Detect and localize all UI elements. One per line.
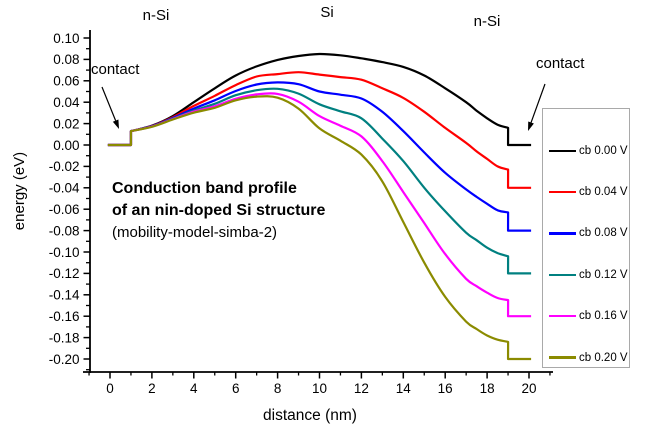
curve-cb-0.08-V xyxy=(107,81,532,232)
legend-entry: cb 0.12 V xyxy=(543,254,629,295)
legend-entry: cb 0.08 V xyxy=(543,213,629,254)
contact-arrow-right xyxy=(528,83,546,131)
annotation-title-line1: Conduction band profile xyxy=(112,180,297,197)
y-axis-title: energy (eV) xyxy=(11,151,28,231)
arrow-shaft xyxy=(530,83,546,123)
arrow-head xyxy=(112,119,119,129)
x-axis-title: distance (nm) xyxy=(263,407,357,424)
x-tick-label: 4 xyxy=(190,381,198,396)
curve-cb-0.04-V xyxy=(107,71,532,189)
legend-line-swatch xyxy=(549,356,576,359)
annotation-subtitle: (mobility-model-simba-2) xyxy=(112,224,278,241)
legend-label: cb 0.04 V xyxy=(579,186,628,199)
legend-label: cb 0.00 V xyxy=(579,144,628,157)
x-tick-label: 12 xyxy=(354,381,369,396)
y-tick-label: -0.02 xyxy=(49,159,80,174)
y-tick-label: -0.12 xyxy=(49,266,80,281)
region-label-n-si-left: n-Si xyxy=(142,7,170,24)
y-tick-label: -0.18 xyxy=(49,330,80,345)
x-tick-label: 14 xyxy=(396,381,412,396)
legend-line-swatch xyxy=(549,190,576,194)
legend-label: cb 0.12 V xyxy=(579,268,628,281)
contact-label-right: contact xyxy=(536,55,585,72)
x-tick-label: 20 xyxy=(521,381,536,396)
legend-entry: cb 0.16 V xyxy=(543,296,629,337)
legend-entry: cb 0.04 V xyxy=(543,171,629,212)
y-tick-label: -0.10 xyxy=(49,245,80,260)
region-label-n-si-right: n-Si xyxy=(473,13,501,30)
y-tick-label: 0.06 xyxy=(53,74,79,89)
y-tick-label: -0.14 xyxy=(49,288,80,303)
legend-label: cb 0.20 V xyxy=(579,351,628,364)
y-tick-label: 0.02 xyxy=(53,116,79,131)
contact-label-left: contact xyxy=(91,61,140,78)
x-tick-label: 18 xyxy=(480,381,495,396)
arrow-head xyxy=(528,121,534,131)
legend-entry: cb 0.20 V xyxy=(543,337,629,378)
y-tick-label: 0.10 xyxy=(53,31,79,46)
x-tick-label: 6 xyxy=(232,381,240,396)
arrow-shaft xyxy=(101,86,117,121)
y-tick-label: 0.00 xyxy=(53,138,79,153)
legend-line-swatch xyxy=(549,315,576,318)
legend-label: cb 0.08 V xyxy=(579,227,628,240)
curve-cb-0.16-V xyxy=(107,92,532,318)
x-tick-label: 0 xyxy=(106,381,114,396)
annotation-title-line2: of an nin-doped Si structure xyxy=(112,202,326,219)
y-tick-label: -0.08 xyxy=(49,223,80,238)
y-tick-label: -0.16 xyxy=(49,309,80,324)
legend-entry: cb 0.00 V xyxy=(543,130,629,171)
contact-arrow-left xyxy=(101,86,119,129)
y-tick-label: -0.06 xyxy=(49,202,80,217)
y-tick-label: 0.08 xyxy=(53,52,79,67)
x-tick-label: 16 xyxy=(438,381,453,396)
x-tick-label: 2 xyxy=(148,381,156,396)
y-tick-label: -0.04 xyxy=(49,181,80,196)
x-tick-label: 10 xyxy=(312,381,327,396)
x-tick-label: 8 xyxy=(274,381,282,396)
curve-cb-0.00-V xyxy=(107,52,532,147)
legend-line-swatch xyxy=(549,273,576,277)
annotation-block: Conduction band profile of an nin-doped … xyxy=(112,178,325,244)
legend: cb 0.00 V cb 0.04 V cb 0.08 V cb 0.12 V cb 0… xyxy=(542,108,630,368)
curve-cb-0.12-V xyxy=(107,87,532,275)
region-label-si: Si xyxy=(320,4,334,21)
curve-cb-0.20-V xyxy=(107,95,532,361)
y-tick-label: -0.20 xyxy=(49,352,80,367)
y-tick-label: 0.04 xyxy=(53,95,80,110)
legend-label: cb 0.16 V xyxy=(579,310,628,323)
legend-line-swatch xyxy=(549,232,576,235)
legend-line-swatch xyxy=(549,149,576,152)
